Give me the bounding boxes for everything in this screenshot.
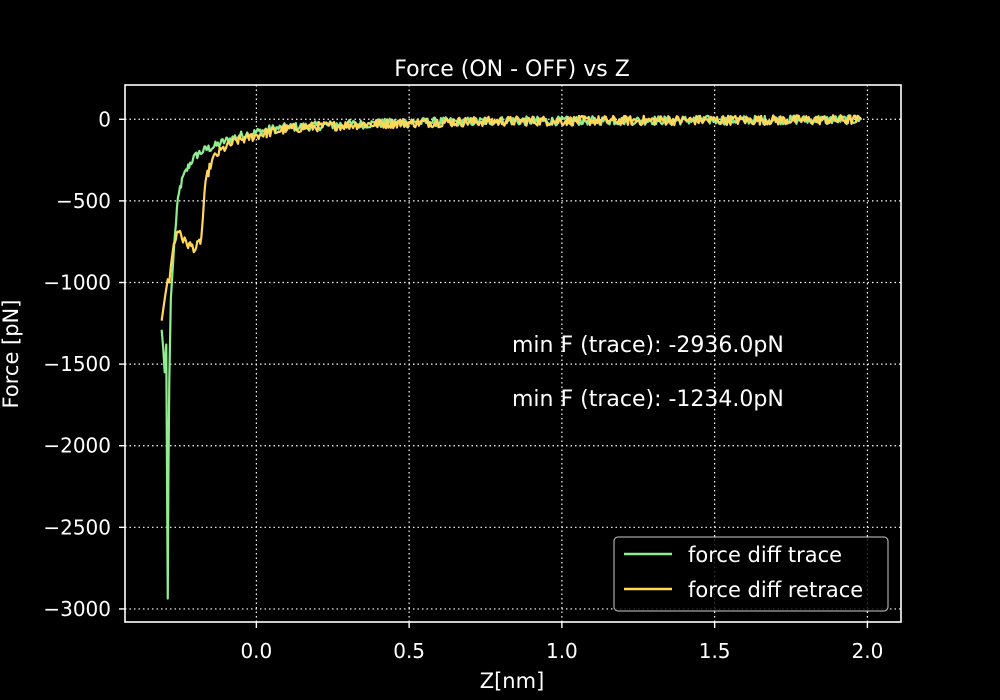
y-tick-label: −1000 — [43, 270, 111, 294]
y-tick-label: −500 — [56, 189, 111, 213]
x-tick-label: 1.0 — [546, 639, 578, 663]
x-tick-label: 1.5 — [699, 639, 731, 663]
y-tick-label: 0 — [98, 107, 111, 131]
annotations: min F (trace): -2936.0pN min F (trace): … — [512, 333, 784, 412]
y-tick-label: −1500 — [43, 352, 111, 376]
legend-box — [613, 536, 889, 612]
legend-label-retrace: force diff retrace — [688, 578, 863, 602]
x-tick-label: 2.0 — [851, 639, 883, 663]
annotation-min-retrace: min F (trace): -1234.0pN — [512, 387, 784, 412]
chart-title: Force (ON - OFF) vs Z — [394, 57, 630, 82]
y-tick-label: −3000 — [43, 597, 111, 621]
y-tick-label: −2000 — [43, 434, 111, 458]
x-axis-label: Z[nm] — [480, 669, 545, 693]
x-tick-label: 0.5 — [393, 639, 425, 663]
legend: force diff trace force diff retrace — [613, 536, 889, 612]
annotation-min-trace: min F (trace): -2936.0pN — [512, 333, 784, 358]
series-line-1 — [160, 114, 863, 321]
y-axis-label: Force [pN] — [0, 300, 23, 409]
axis-ticks: 0.0 0.5 1.0 1.5 2.0 0 −500 −1000 −1500 −2000 −2500… — [43, 107, 883, 663]
legend-label-trace: force diff trace — [688, 543, 842, 567]
plot-frame — [124, 84, 902, 623]
y-tick-label: −2500 — [43, 515, 111, 539]
series-lines — [160, 114, 863, 600]
x-tick-label: 0.0 — [240, 639, 272, 663]
